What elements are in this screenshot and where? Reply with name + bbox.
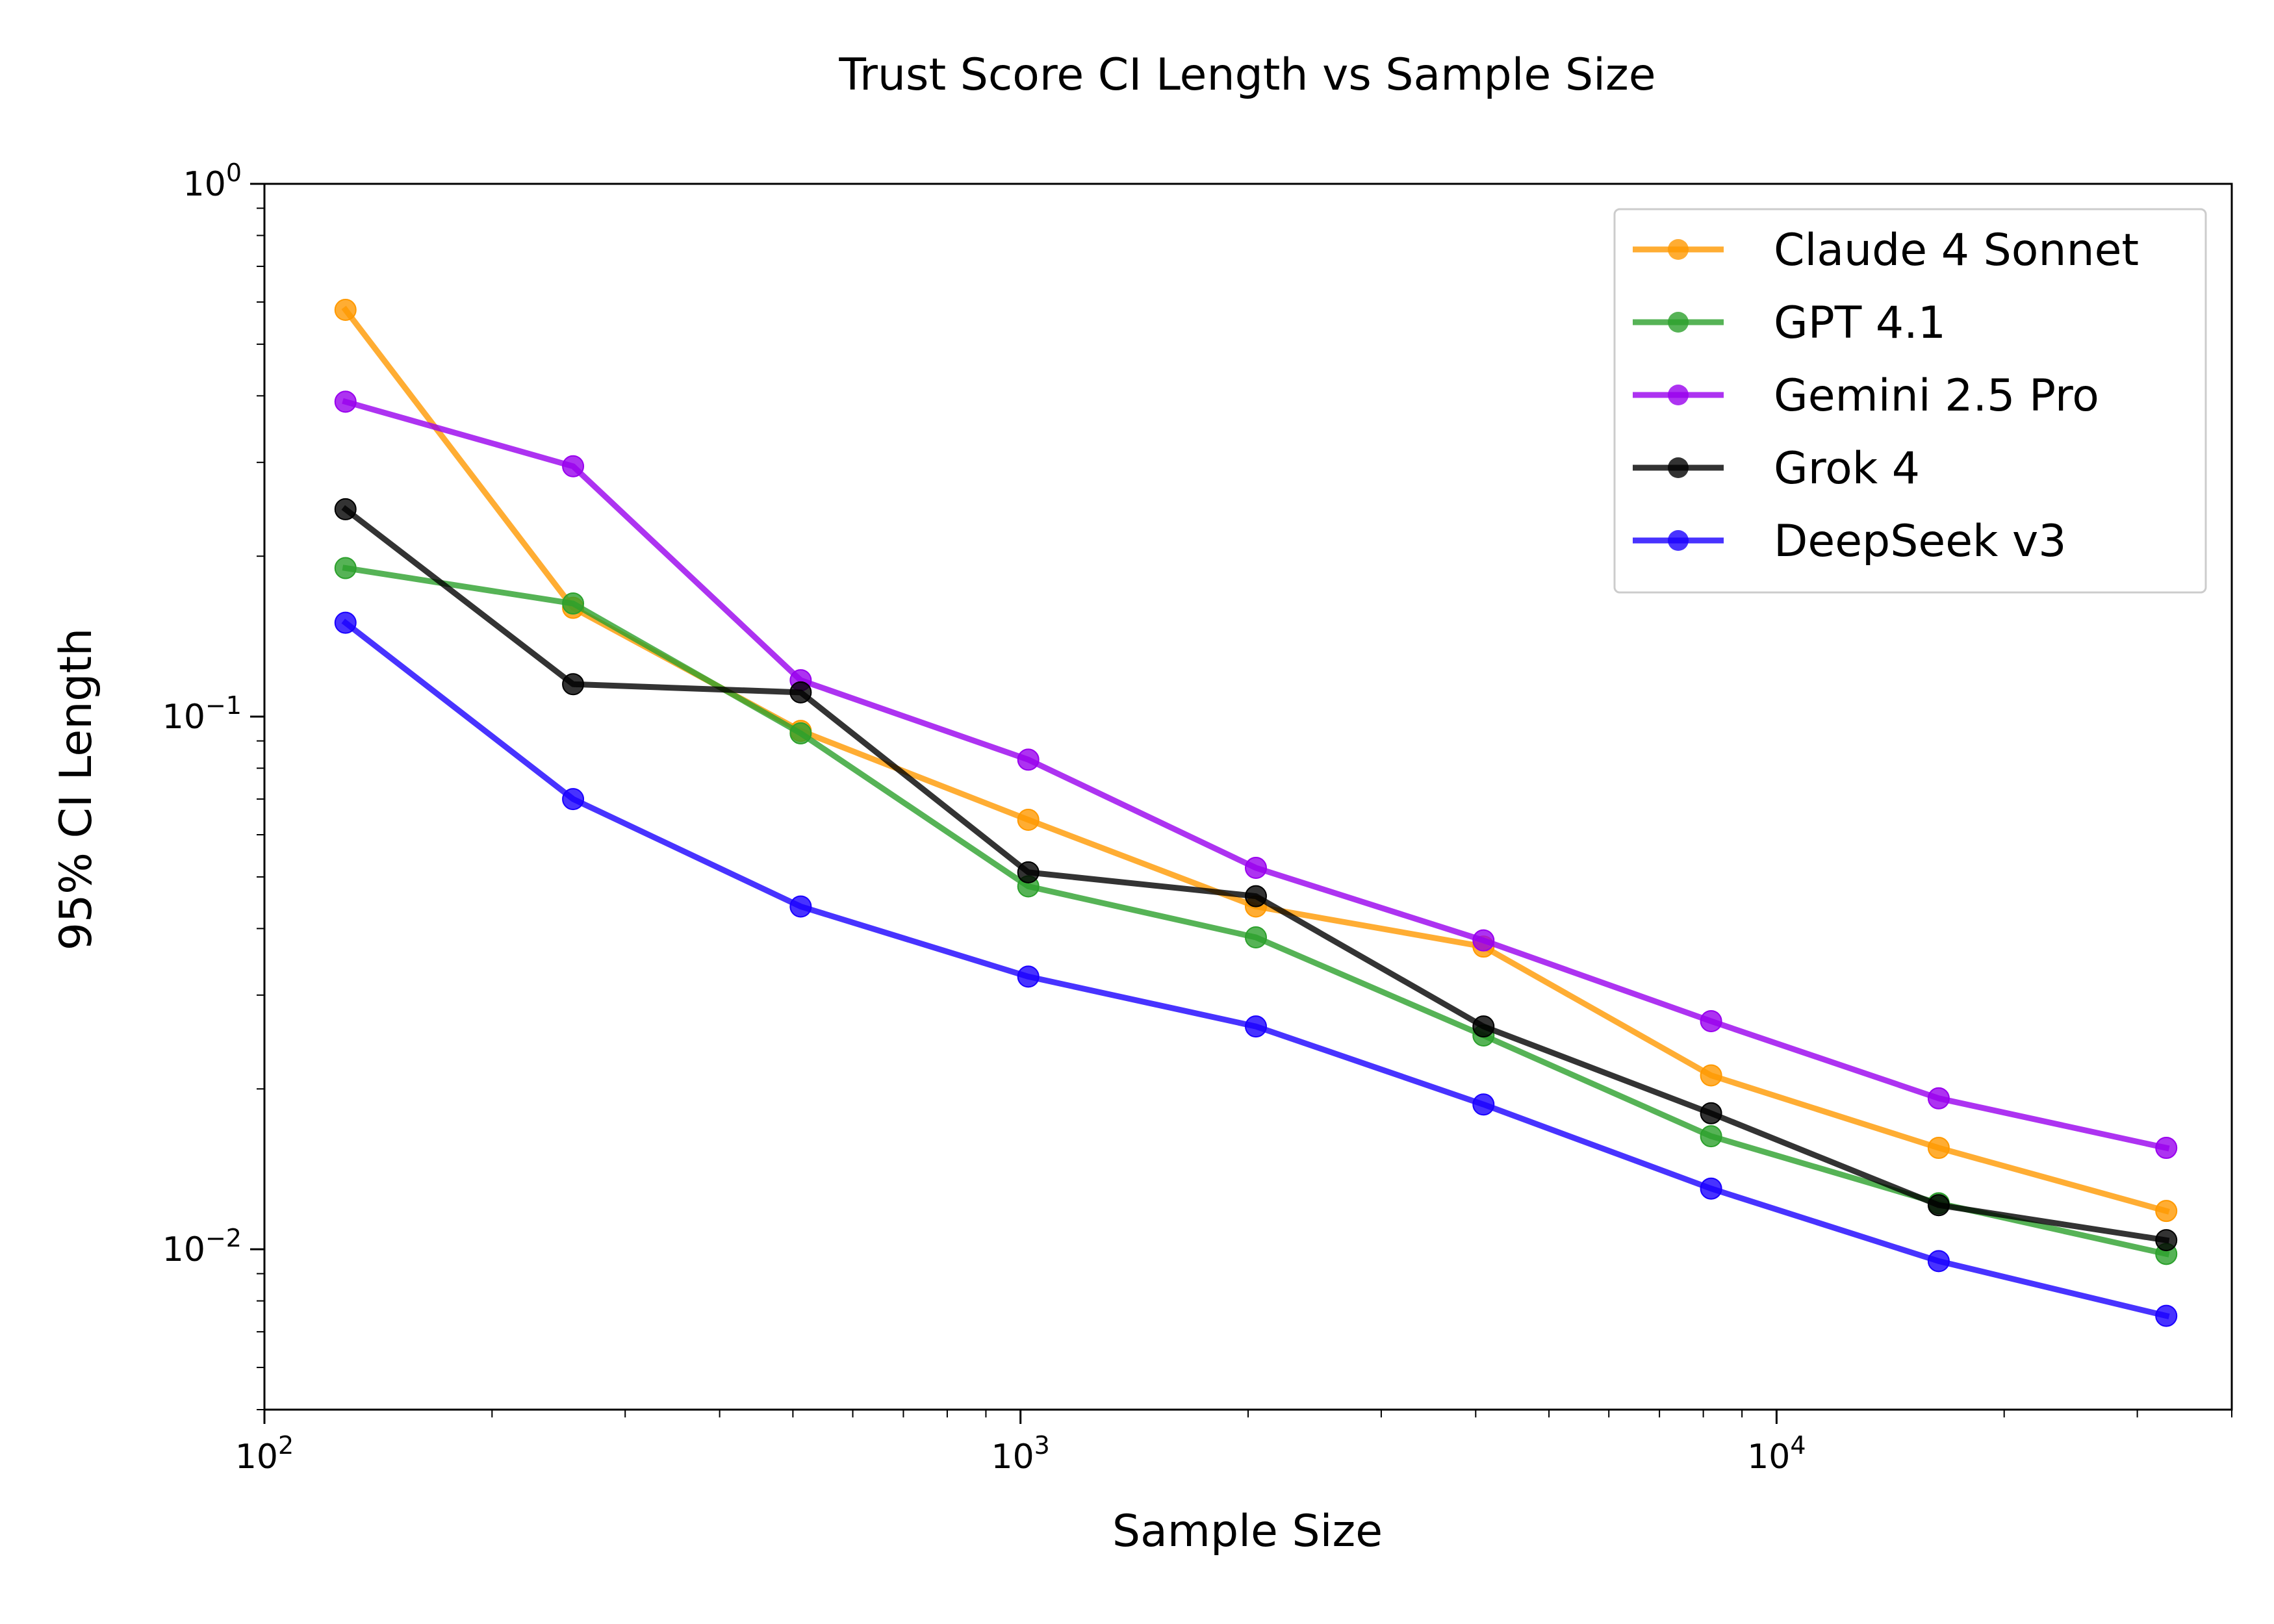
data-point xyxy=(334,390,357,413)
series-3 xyxy=(334,498,2178,1252)
axis-ticks: 102 103 104 100 10−1 10−2 xyxy=(162,159,2232,1477)
data-point xyxy=(1472,1015,1495,1038)
data-point xyxy=(1700,1010,1722,1033)
data-point xyxy=(1017,809,1040,831)
data-point xyxy=(789,722,812,744)
data-point xyxy=(2155,1200,2178,1223)
legend-label: Gemini 2.5 Pro xyxy=(1774,370,2099,422)
series-line xyxy=(341,618,2170,1320)
data-point xyxy=(2155,1304,2178,1327)
legend-swatch-marker xyxy=(1668,239,1689,260)
data-point xyxy=(1244,926,1267,949)
legend-swatch-marker xyxy=(1668,385,1689,405)
legend-item: DeepSeek v3 xyxy=(1633,516,2067,567)
legend-swatch-marker xyxy=(1668,312,1689,333)
series-layer xyxy=(334,299,2178,1327)
data-point xyxy=(334,299,357,322)
data-point xyxy=(2155,1229,2178,1252)
legend-label: Claude 4 Sonnet xyxy=(1774,225,2139,276)
series-4 xyxy=(334,611,2178,1327)
legend-item: Claude 4 Sonnet xyxy=(1633,225,2139,276)
data-point xyxy=(334,557,357,579)
chart-title: Trust Score CI Length vs Sample Size xyxy=(838,49,1655,101)
data-point xyxy=(1244,1015,1267,1038)
legend-item: Gemini 2.5 Pro xyxy=(1633,370,2099,422)
legend-item: Grok 4 xyxy=(1633,443,1920,494)
x-tick-label: 104 xyxy=(1747,1431,1806,1477)
legend-label: GPT 4.1 xyxy=(1774,298,1946,349)
legend: Claude 4 Sonnet GPT 4.1 Gemini 2.5 Pro Grok… xyxy=(1613,208,2207,594)
legend-swatch-marker xyxy=(1668,457,1689,478)
y-axis-label: 95% CI Length xyxy=(51,628,102,950)
data-point xyxy=(1017,965,1040,988)
x-axis-label: Sample Size xyxy=(1112,1506,1383,1557)
x-tick-label: 102 xyxy=(235,1431,294,1477)
data-point xyxy=(1017,748,1040,771)
data-point xyxy=(1244,856,1267,879)
legend-label: Grok 4 xyxy=(1774,443,1920,494)
legend-swatch-marker xyxy=(1668,530,1689,551)
series-2 xyxy=(334,390,2178,1160)
data-point xyxy=(1472,929,1495,952)
data-point xyxy=(1700,1064,1722,1087)
data-point xyxy=(1927,1194,1950,1217)
data-point xyxy=(1927,1087,1950,1110)
legend-label: DeepSeek v3 xyxy=(1774,516,2067,567)
data-point xyxy=(562,788,585,811)
data-point xyxy=(1927,1250,1950,1273)
data-point xyxy=(1700,1125,1722,1148)
data-point xyxy=(334,611,357,634)
legend-box xyxy=(1613,208,2207,594)
data-point xyxy=(562,673,585,696)
data-point xyxy=(1472,1093,1495,1116)
data-point xyxy=(1927,1137,1950,1160)
data-point xyxy=(2155,1137,2178,1160)
plot-frame xyxy=(263,183,2233,1411)
data-point xyxy=(789,895,812,918)
data-point xyxy=(1017,861,1040,883)
data-point xyxy=(562,455,585,477)
data-point xyxy=(562,592,585,615)
data-point xyxy=(334,498,357,520)
y-tick-label: 10−1 xyxy=(162,691,242,737)
legend-item: GPT 4.1 xyxy=(1633,298,1946,349)
y-tick-label: 10−2 xyxy=(162,1224,242,1269)
data-point xyxy=(1700,1177,1722,1200)
x-tick-label: 103 xyxy=(991,1431,1050,1477)
data-point xyxy=(1244,885,1267,907)
y-tick-label: 100 xyxy=(183,159,242,204)
data-point xyxy=(789,681,812,704)
data-point xyxy=(1700,1102,1722,1124)
